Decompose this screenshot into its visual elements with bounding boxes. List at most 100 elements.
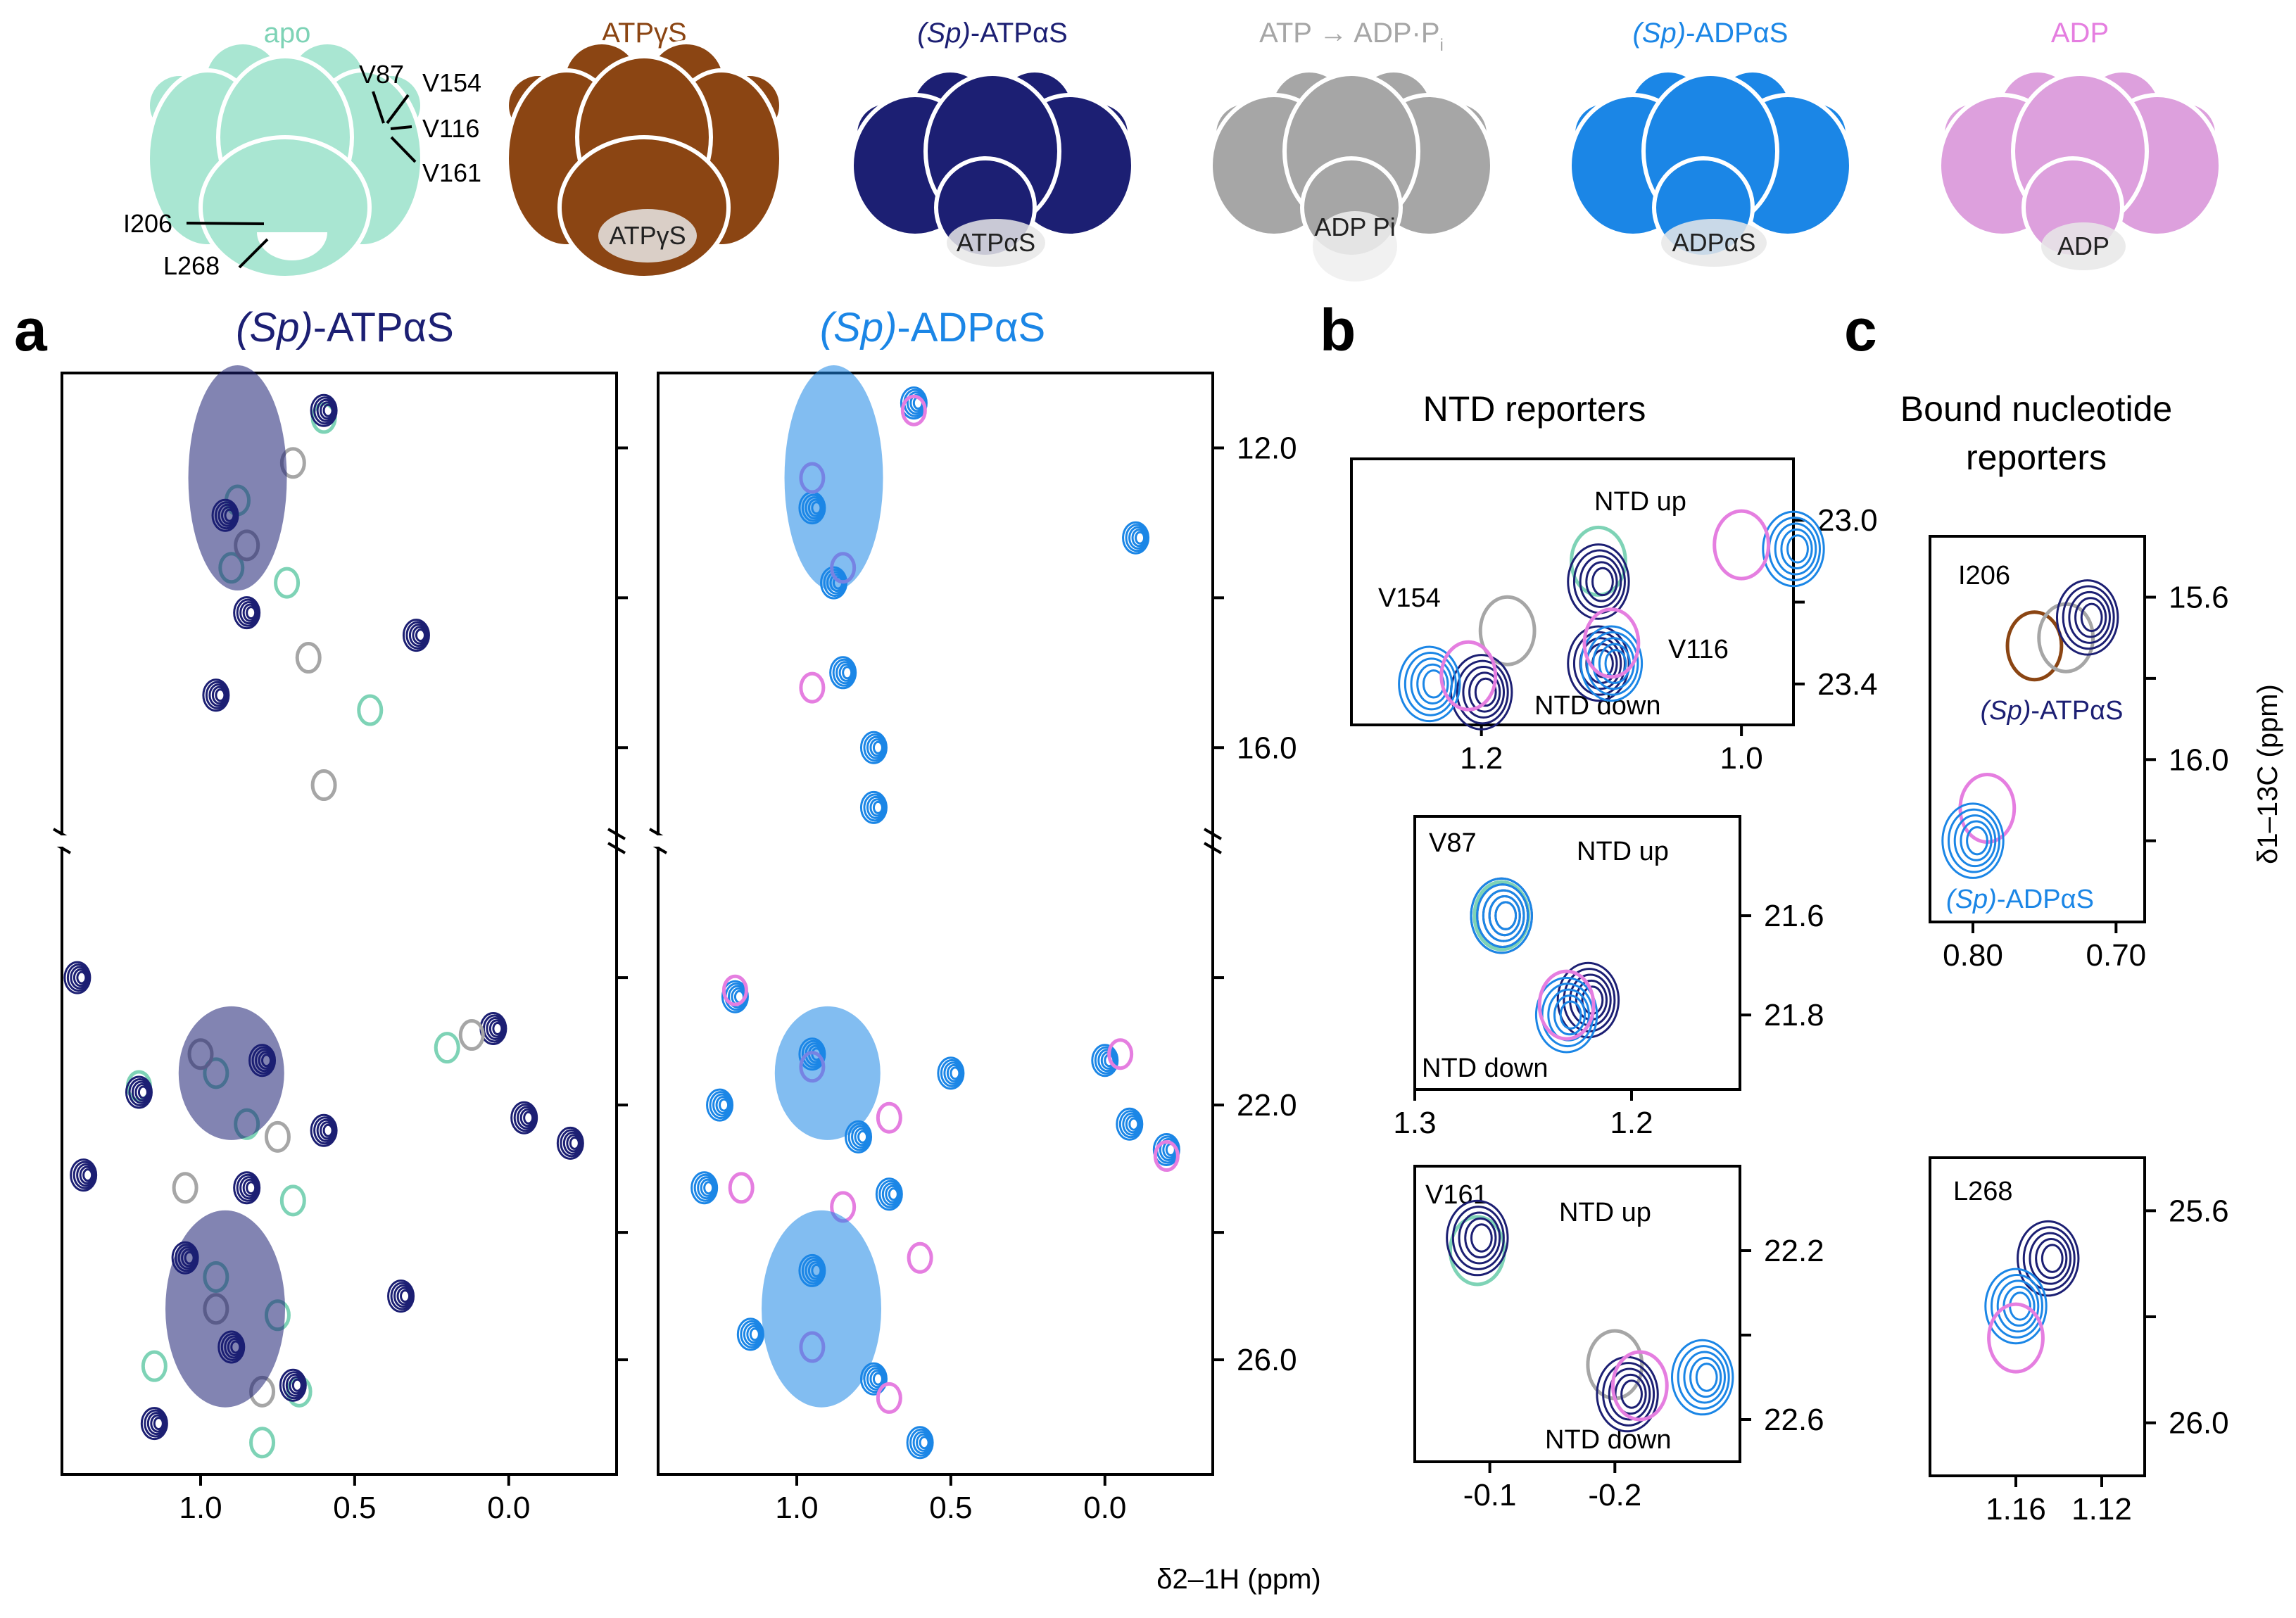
b-ntd-1-s4-peak-0-ring-0 <box>1439 640 1498 712</box>
a-right-ytick-label-0: 12.0 <box>1237 431 1297 465</box>
a-left-s2-peak-9 <box>310 769 337 801</box>
a-left-s2-peak-3-ring-0 <box>458 1019 485 1051</box>
c-l268-s2-peak-0 <box>1987 1302 2045 1374</box>
b-v161-s2-peak-0-ring-4 <box>1470 1223 1493 1253</box>
b-ntd-1-s1-peak-0-ring-0 <box>1478 595 1537 666</box>
a-right-ytick-label-4: 22.0 <box>1237 1088 1297 1123</box>
c-i206-s0-peak-0 <box>2005 610 2064 682</box>
b-v87-s3-peak-0 <box>1537 969 1596 1041</box>
a-right-s0-peak-4-ring-4 <box>1135 531 1146 545</box>
b-v161-s3-peak-0 <box>1670 1339 1734 1416</box>
b-v161-s3-peak-0-ring-4 <box>1695 1363 1718 1392</box>
state-label-atp-adp: ATP → ADP·Pi <box>1259 18 1444 55</box>
ann-b3-v161: V161 <box>1425 1180 1488 1210</box>
a-left-s2-peak-5-ring-0 <box>264 1120 291 1153</box>
b-ntd-1-s4-peak-1 <box>1712 509 1771 581</box>
c-i206-s4-peak-0-ring-3 <box>1960 820 1993 861</box>
b-v161-s0-peak-0-ring-0 <box>1448 1215 1506 1287</box>
b-v161-s2-peak-0-ring-1 <box>1451 1206 1505 1270</box>
b-ntd-1-s3-peak-2-ring-3 <box>1598 643 1632 684</box>
a-right-xtick-label-2: 0.0 <box>1083 1491 1126 1525</box>
frame-b-1 <box>1350 457 1795 726</box>
b-ntd-1-s3-peak-0-ring-2 <box>1410 657 1453 711</box>
b-v161-s0-peak-0 <box>1448 1215 1506 1287</box>
a-left-s1-peak-10-ring-4 <box>569 1136 580 1150</box>
panel-letter-c: c <box>1844 297 1877 363</box>
b-ntd-1-s1-peak-0 <box>1478 595 1537 666</box>
a-left-s0-peak-9 <box>279 1184 306 1217</box>
cartoon-adp: ADP <box>1937 68 2223 270</box>
a-left-s2-peak-9-ring-0 <box>310 769 337 801</box>
c-i206-s2-peak-0-ring-0 <box>2055 579 2119 656</box>
b-v87-s3-peak-0-ring-0 <box>1537 969 1596 1041</box>
b-v87-xtick-label-1: 1.2 <box>1610 1106 1653 1140</box>
b-ntd-1-s3-peak-2-ring-1 <box>1586 631 1639 696</box>
a-left-s1-peak-4 <box>402 619 430 652</box>
a-right-xtick-label-0: 1.0 <box>775 1491 818 1525</box>
b-v87-xtick-label-0: 1.3 <box>1393 1106 1436 1140</box>
b-ntd-1-s3-peak-1-ring-4 <box>1786 534 1809 564</box>
a-left-s1-peak-10 <box>556 1126 584 1160</box>
a-left-s1-peak-3 <box>202 678 230 712</box>
a-right-s0-peak-4 <box>1122 521 1150 555</box>
a-right-s0-peak-15-ring-4 <box>749 1327 760 1341</box>
a-right-s1-peak-6 <box>876 1101 902 1134</box>
a-right-s0-peak-20-ring-4 <box>703 1181 714 1195</box>
b-ntd-1-s3-peak-2 <box>1579 625 1644 702</box>
c-i206-s4-peak-0-ring-2 <box>1953 814 1997 868</box>
a-left-s1-peak-6 <box>63 961 92 994</box>
c-i206-s2-peak-0-ring-1 <box>2062 585 2115 650</box>
a-left-s2-peak-2-ring-0 <box>295 642 322 674</box>
a-left-s0-peak-12 <box>141 1350 168 1382</box>
label-v161: V161 <box>422 158 481 187</box>
a-right-s0-peak-13 <box>875 1177 903 1211</box>
label-l268: L268 <box>163 251 220 280</box>
state-label-atpas-suffix: -ATPαS <box>971 18 1068 49</box>
c-i206-s2-peak-0-ring-4 <box>2080 602 2103 633</box>
a-right-s0-peak-11 <box>706 1088 734 1122</box>
b-v87-s2-peak-1-ring-0 <box>1534 976 1598 1054</box>
a-left-s0-peak-14 <box>249 1427 276 1459</box>
a-left-s0-peak-3-ring-0 <box>274 567 301 599</box>
a-left-s1-peak-18 <box>70 1158 98 1192</box>
a-left-s1-peak-17-ring-4 <box>153 1417 164 1431</box>
c-i206-s2-peak-0-ring-3 <box>2074 597 2107 638</box>
a-right-s0-peak-17-ring-4 <box>919 1436 930 1450</box>
label-v154: V154 <box>422 68 481 97</box>
a-right-s0-peak-11-ring-4 <box>719 1098 730 1112</box>
state-label-apo: apo <box>264 18 311 49</box>
b-ntd-1-s2-peak-1-ring-4 <box>1591 567 1614 597</box>
c-l268-s1-peak-0-ring-2 <box>1996 1279 2040 1333</box>
b-ntd-1-s2-peak-0-ring-3 <box>1468 671 1501 713</box>
a-left-xtick-label-0: 1.0 <box>179 1491 222 1525</box>
b-v87-ytick-label-0: 21.6 <box>1764 899 1824 933</box>
panel-a-left-title-italic: (Sp) <box>236 305 313 350</box>
c-i206-s2-peak-0-ring-2 <box>2068 590 2111 644</box>
a-left-s2-peak-6 <box>172 1172 198 1204</box>
a-left-s1-peak-14 <box>387 1279 415 1313</box>
b-ntd-1-s2-peak-0-ring-2 <box>1462 665 1506 719</box>
b-v161-s2-peak-0-ring-2 <box>1458 1211 1501 1265</box>
b-v161-xtick-label-1: -0.2 <box>1588 1478 1641 1512</box>
b-v161-s4-peak-0 <box>1610 1350 1669 1422</box>
panel-c-title-2: reporters <box>1966 438 2107 477</box>
state-label-atpas-italic: (Sp) <box>917 18 971 49</box>
panel-letter-a: a <box>14 297 48 363</box>
a-left-s0-peak-4-ring-0 <box>357 694 384 726</box>
a-right-s0-peak-5 <box>859 731 888 764</box>
panel-b-title: NTD reporters <box>1423 389 1646 429</box>
b-ntd-1-s4-peak-2 <box>1582 607 1641 679</box>
c-l268-s0-peak-0-ring-4 <box>2040 1244 2064 1273</box>
ann-c1-i206: I206 <box>1958 561 2010 590</box>
b-ntd-1-s3-peak-1-ring-2 <box>1774 522 1817 576</box>
state-label-adpas: (Sp)-ADPαS <box>1633 18 1789 49</box>
b-v87-s2-peak-0-ring-4 <box>1494 901 1518 930</box>
c-i206-s0-peak-0-ring-0 <box>2005 610 2064 682</box>
panel-c-ylabel: δ1–13C (ppm) <box>2252 684 2283 864</box>
b-v87-s2-peak-1-ring-3 <box>1553 994 1587 1036</box>
a-right-s1-peak-9-ring-0 <box>907 1241 933 1274</box>
a-left-s0-peak-12-ring-0 <box>141 1350 168 1382</box>
a-left-s2-peak-6-ring-0 <box>172 1172 198 1204</box>
a-left-s1-peak-16 <box>279 1368 307 1402</box>
a-left-s1-peak-2 <box>233 596 261 630</box>
